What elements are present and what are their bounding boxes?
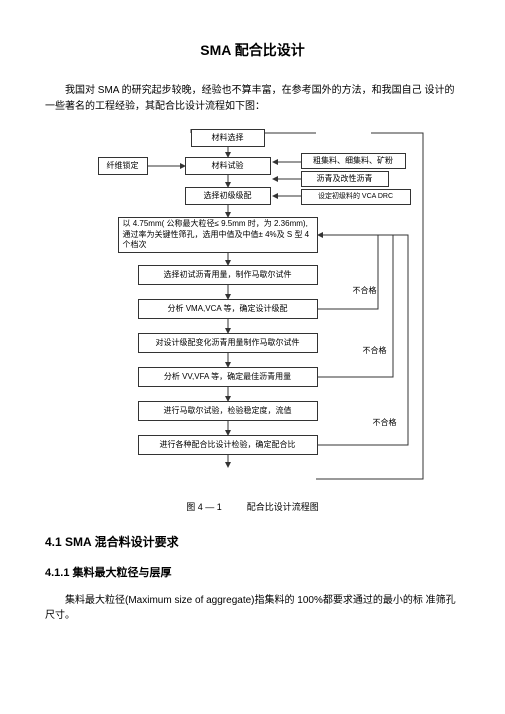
node-marshall-test: 进行马歇尔试验，检验稳定度，流值 [138,401,318,421]
node-material-test: 材料试验 [185,157,271,175]
fail-label-3: 不合格 [373,417,397,429]
node-sieve-levels: 以 4.75mm( 公称最大粒径≤ 9.5mm 时，为 2.36mm), 通过率… [118,217,318,253]
fail-label-2: 不合格 [363,345,387,357]
node-asphalt-types: 沥青及改性沥青 [301,171,389,187]
node-select-grade: 选择初级级配 [185,187,271,205]
node-vary-asphalt: 对设计级配变化沥青用量制作马歇尔试件 [138,333,318,353]
intro-paragraph: 我国对 SMA 的研究起步较晚，经验也不算丰富，在参考国外的方法，和我国自己 设… [45,83,460,115]
flowchart-container: 材料选择 纤维锁定 材料试验 粗集料、细集料、矿粉 沥青及改性沥青 选择初级级配… [63,127,443,497]
node-marshall-initial: 选择初试沥青用量，制作马歇尔试件 [138,265,318,285]
caption-text: 配合比设计流程图 [247,502,319,512]
heading-4-1-1: 4.1.1 集料最大粒径与层厚 [45,565,460,582]
node-vca-drc: 设定初级料的 VCA DRC [301,189,411,205]
caption-number: 图 4 — 1 [186,502,222,512]
figure-caption: 图 4 — 1 配合比设计流程图 [45,501,460,515]
node-analyze-vma: 分析 VMA,VCA 等，确定设计级配 [138,299,318,319]
node-material-select: 材料选择 [191,129,265,147]
node-analyze-vv: 分析 VV,VFA 等，确定最佳沥青用量 [138,367,318,387]
heading-4-1: 4.1 SMA 混合料设计要求 [45,533,460,551]
node-fiber-lock: 纤维锁定 [98,157,148,175]
page-title: SMA 配合比设计 [45,40,460,61]
node-final-check: 进行各种配合比设计检验，确定配合比 [138,435,318,455]
paragraph-max-size: 集料最大粒径(Maximum size of aggregate)指集料的 10… [45,593,460,623]
node-aggregate-types: 粗集料、细集料、矿粉 [301,153,406,169]
node-top-return [316,127,371,139]
fail-label-1: 不合格 [353,285,377,297]
